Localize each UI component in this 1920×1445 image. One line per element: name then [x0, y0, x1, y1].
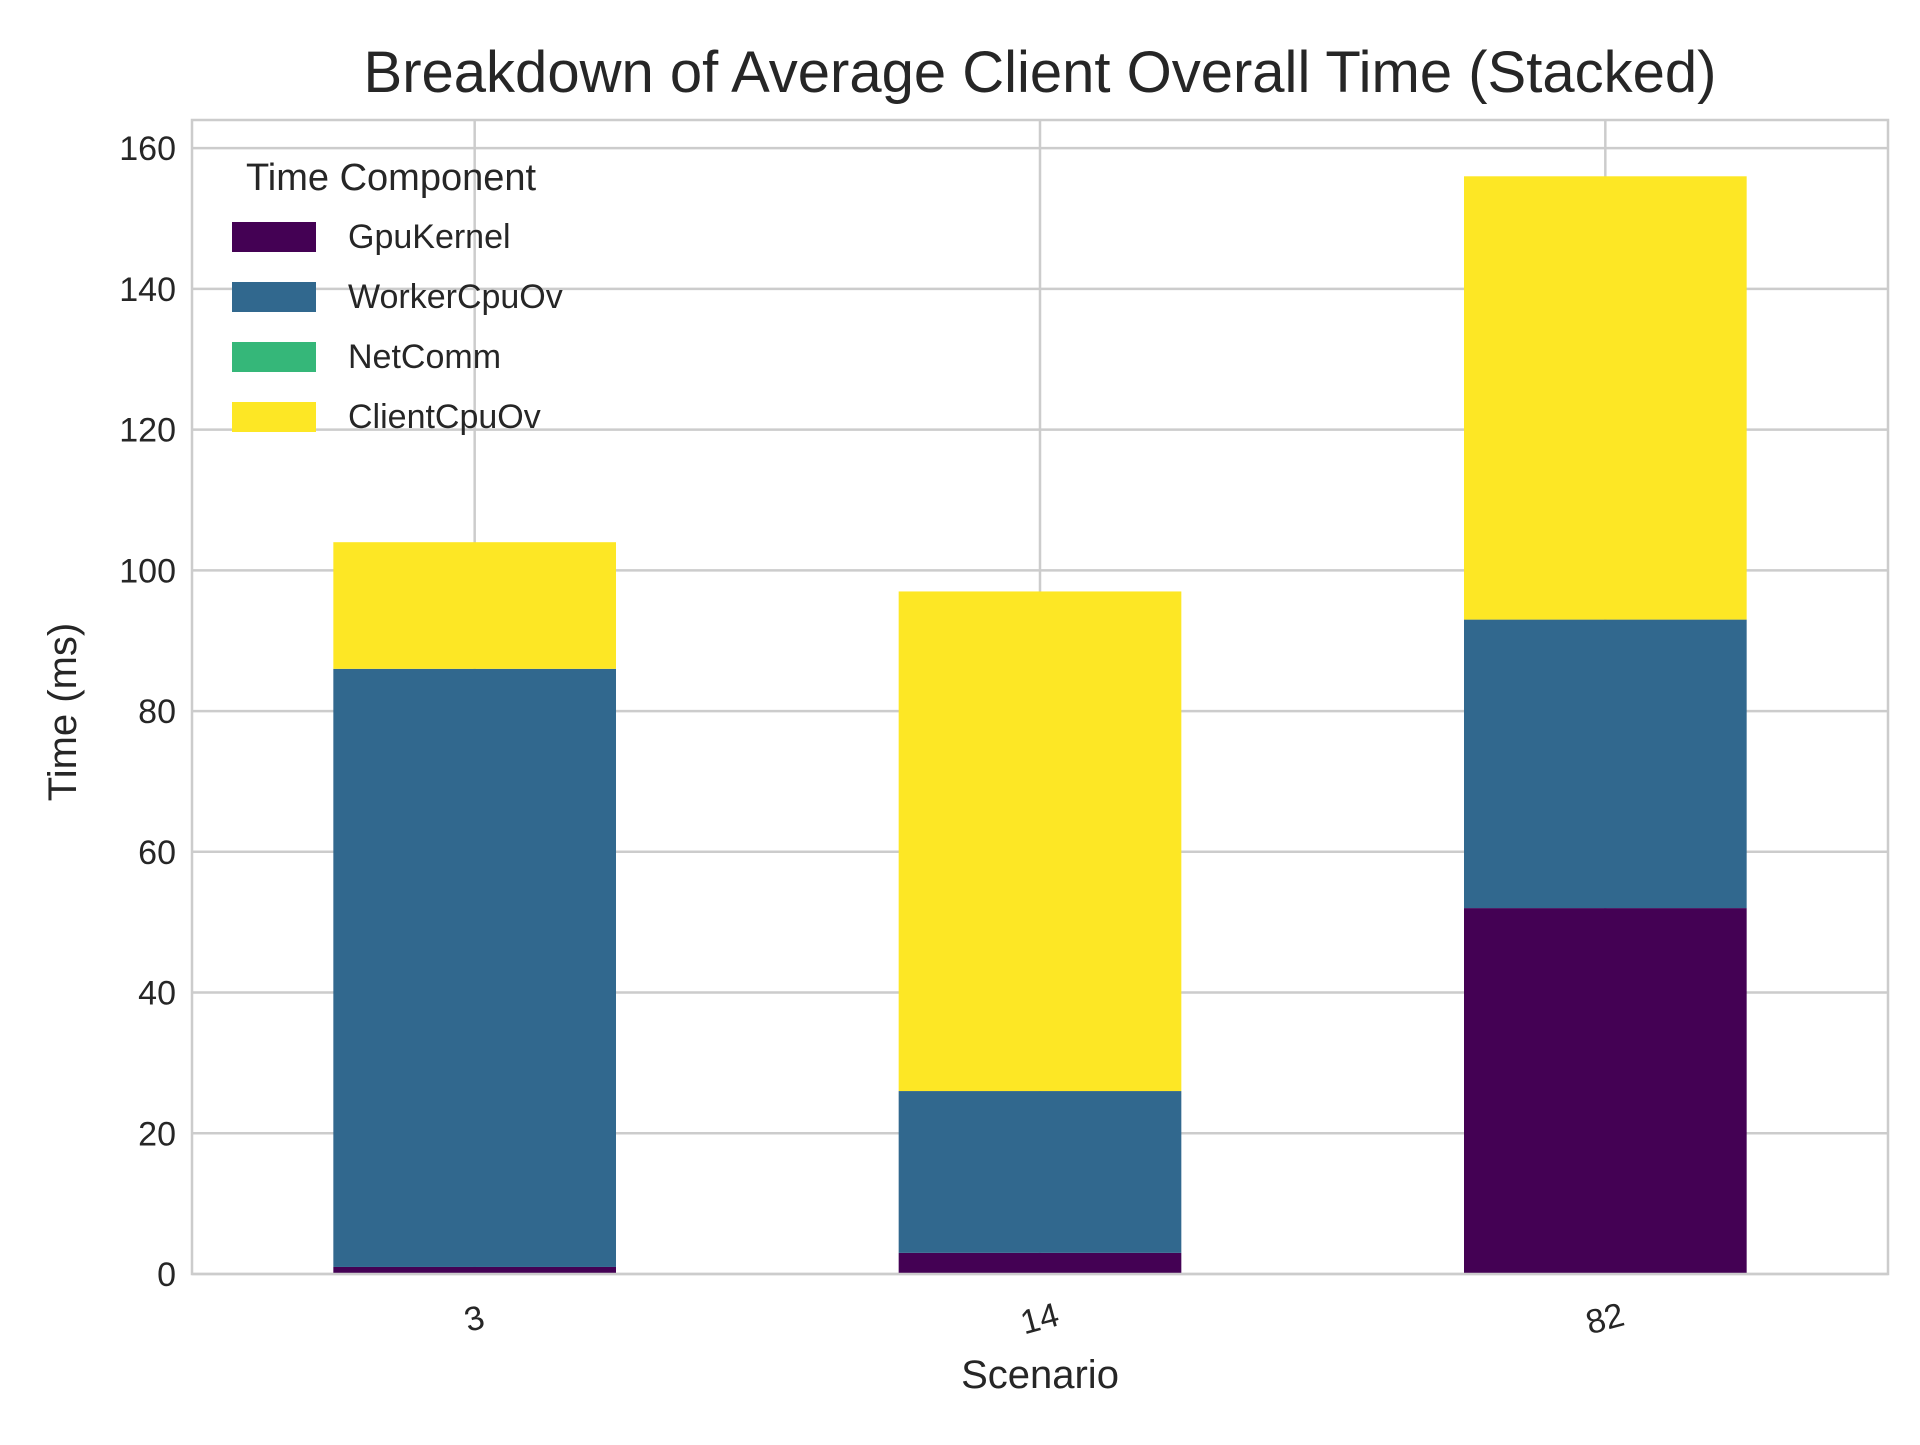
legend-items: GpuKernel WorkerCpuOv NetComm ClientCpuOv: [232, 218, 563, 436]
legend-label: ClientCpuOv: [348, 398, 541, 436]
x-axis-label: Scenario: [961, 1353, 1119, 1397]
y-tick-label: 80: [138, 693, 176, 731]
y-tick-label: 0: [157, 1256, 176, 1294]
bar-segment-workercpuov: [898, 1091, 1182, 1253]
legend-label: WorkerCpuOv: [348, 278, 563, 316]
y-tick-label: 40: [138, 975, 176, 1013]
bars-layer: [333, 176, 1747, 1274]
y-tick-label: 60: [138, 834, 176, 872]
bar-segment-gpukernel: [898, 1252, 1182, 1274]
legend-swatch: [232, 222, 316, 252]
bar-segment-gpukernel: [1464, 908, 1747, 1274]
bar-segment-clientcpuov: [1464, 176, 1747, 620]
legend-swatch: [232, 402, 316, 432]
y-tick-label: 20: [138, 1115, 176, 1153]
y-tick-label: 140: [119, 271, 176, 309]
y-tick-label: 160: [119, 130, 176, 168]
plot-frame: [190, 118, 1890, 1276]
legend-swatch: [232, 282, 316, 312]
bar-segment-workercpuov: [1464, 619, 1747, 909]
legend: Time Component GpuKernel WorkerCpuOv NetCo…: [232, 157, 563, 436]
x-tick-label: 14: [1017, 1296, 1063, 1342]
legend-label: NetComm: [348, 338, 501, 376]
legend-label: GpuKernel: [348, 218, 511, 256]
chart-title: Breakdown of Average Client Overall Time…: [364, 40, 1717, 105]
y-tick-label: 100: [119, 552, 176, 590]
bar-segment-workercpuov: [333, 668, 616, 1267]
x-tick-label: 3: [460, 1298, 488, 1340]
bar-segment-gpukernel: [333, 1266, 616, 1274]
legend-swatch: [232, 342, 316, 372]
bar-segment-clientcpuov: [898, 591, 1182, 1092]
axes-layer: 0 20 40 60 80 100 120 140 160 3 14 82: [119, 118, 1890, 1342]
y-axis-label: Time (ms): [41, 623, 85, 801]
bar-segment-clientcpuov: [333, 542, 616, 669]
x-tick-label: 82: [1582, 1296, 1628, 1342]
y-tick-label: 120: [119, 412, 176, 450]
legend-title: Time Component: [246, 157, 536, 199]
